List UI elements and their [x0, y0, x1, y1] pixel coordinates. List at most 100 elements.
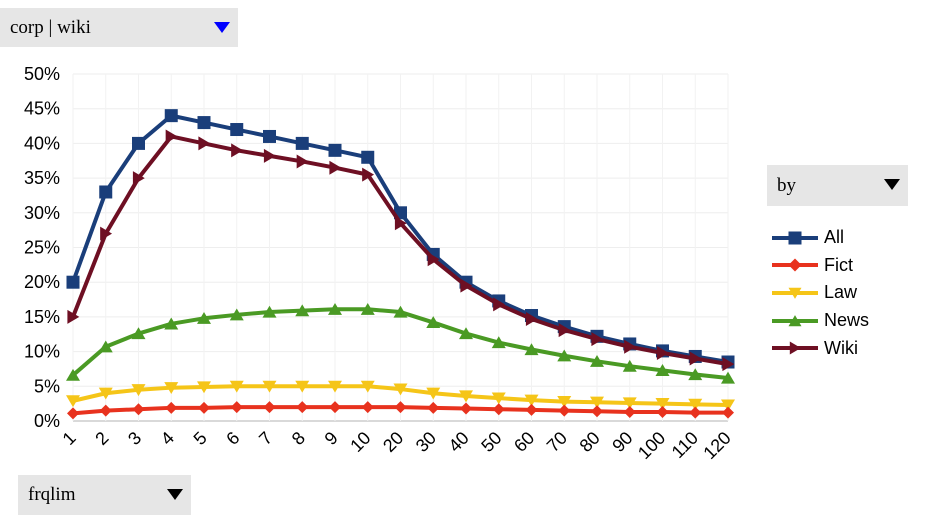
data-point: [394, 401, 407, 414]
chevron-down-icon: [214, 22, 230, 33]
x-tick-label: 20: [379, 428, 407, 456]
data-point: [132, 136, 145, 150]
data-point: [99, 185, 113, 199]
y-tick-label: 45%: [24, 99, 60, 119]
by-dropdown-value: by: [777, 174, 796, 196]
data-point: [328, 380, 342, 393]
y-axis-ticks: 0% 5% 10% 15% 20% 25% 30% 35% 40% 45% 50%: [24, 64, 60, 431]
data-point: [590, 355, 604, 367]
data-point: [524, 394, 539, 407]
legend-label: Law: [824, 282, 858, 303]
data-point: [295, 380, 310, 393]
data-point: [394, 216, 407, 231]
data-point: [197, 116, 211, 130]
data-point: [655, 398, 670, 410]
x-tick-label: 3: [124, 428, 145, 449]
data-point: [329, 401, 341, 414]
data-point: [393, 305, 408, 318]
y-tick-label: 0%: [34, 411, 60, 431]
series-wiki: [67, 129, 735, 372]
data-point: [164, 317, 179, 330]
x-tick-label: 110: [668, 428, 702, 462]
data-point: [788, 258, 802, 272]
data-point: [263, 129, 276, 143]
data-point: [132, 171, 145, 186]
y-tick-label: 15%: [24, 307, 60, 327]
data-point: [197, 381, 211, 394]
data-point: [329, 160, 342, 175]
data-point: [789, 341, 801, 355]
data-point: [590, 396, 604, 409]
legend-item-law: Law: [772, 279, 869, 307]
data-point: [231, 143, 244, 158]
y-tick-label: 30%: [24, 203, 60, 223]
x-tick-label: 40: [445, 428, 473, 456]
data-point: [525, 311, 538, 326]
data-point: [164, 109, 178, 123]
frqlim-dropdown[interactable]: frqlim: [18, 475, 191, 515]
data-point: [689, 351, 702, 366]
data-point: [492, 403, 505, 416]
data-point: [688, 398, 703, 411]
x-tick-label: 30: [412, 428, 440, 456]
x-tick-label: 70: [543, 428, 571, 456]
data-point: [165, 129, 178, 144]
x-tick-label: 50: [477, 428, 505, 456]
data-point: [460, 278, 473, 293]
data-point: [131, 384, 146, 397]
data-point: [656, 345, 669, 360]
data-point: [98, 340, 113, 353]
x-tick-label: 2: [91, 428, 112, 449]
data-point: [493, 297, 506, 312]
x-tick-label: 10: [346, 428, 374, 456]
x-tick-label: 100: [634, 428, 669, 463]
data-point: [622, 397, 637, 410]
legend-label: Wiki: [824, 337, 858, 358]
data-point: [459, 390, 473, 403]
data-point: [689, 406, 702, 419]
data-point: [262, 305, 277, 318]
data-point: [360, 380, 375, 393]
series-law: [66, 380, 735, 412]
y-tick-label: 5%: [34, 376, 60, 396]
data-point: [426, 316, 441, 329]
chevron-down-icon: [167, 489, 183, 500]
data-point: [655, 364, 670, 376]
corpus-dropdown[interactable]: corp | wiki: [0, 8, 238, 47]
x-tick-label: 4: [157, 428, 178, 449]
legend-swatch: [772, 341, 818, 355]
data-point: [788, 287, 802, 299]
y-tick-label: 50%: [24, 64, 60, 84]
chart-series: [66, 109, 735, 420]
series-fict: [67, 401, 734, 420]
x-tick-label: 60: [510, 428, 538, 456]
data-point: [262, 380, 277, 393]
data-point: [99, 404, 112, 417]
data-point: [296, 154, 309, 169]
data-point: [393, 383, 408, 396]
legend-item-fict: Fict: [772, 252, 869, 280]
data-point: [132, 403, 145, 416]
legend-swatch: [772, 231, 818, 245]
series-news: [66, 302, 735, 384]
data-point: [198, 401, 210, 414]
x-tick-label: 6: [222, 428, 243, 449]
legend-label: News: [824, 310, 870, 331]
data-point: [295, 304, 310, 317]
data-point: [263, 401, 276, 414]
y-tick-label: 35%: [24, 168, 60, 188]
data-point: [491, 336, 506, 349]
x-tick-label: 9: [321, 428, 342, 449]
chevron-down-icon: [884, 179, 900, 190]
legend-item-all: All: [772, 224, 869, 252]
data-point: [296, 401, 309, 414]
data-point: [558, 404, 571, 417]
data-point: [66, 368, 80, 381]
by-dropdown[interactable]: by: [767, 165, 908, 206]
frqlim-dropdown-value: frqlim: [28, 484, 76, 505]
chart-legend: All Fict Law News Wiki: [772, 224, 869, 362]
data-point: [230, 401, 243, 414]
data-point: [426, 387, 441, 400]
data-point: [67, 407, 79, 420]
